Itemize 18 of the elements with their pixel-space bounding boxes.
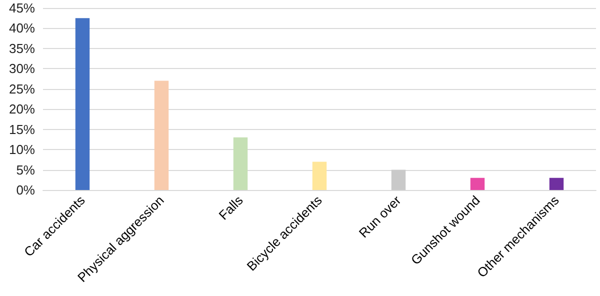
x-tick-label: Run over bbox=[356, 192, 404, 241]
y-tick-label: 20% bbox=[8, 102, 36, 117]
y-tick-label: 15% bbox=[8, 122, 36, 137]
y-tick-label: 10% bbox=[8, 142, 36, 158]
bar bbox=[312, 162, 327, 190]
bar bbox=[549, 178, 564, 190]
bar bbox=[470, 178, 485, 190]
y-tick-label: 25% bbox=[8, 81, 36, 96]
bar bbox=[154, 80, 169, 190]
y-tick-label: 40% bbox=[8, 20, 36, 36]
bar bbox=[75, 18, 90, 190]
y-tick-label: 30% bbox=[8, 61, 36, 76]
bar bbox=[391, 170, 406, 190]
bar bbox=[233, 137, 248, 190]
y-tick-label: 35% bbox=[8, 40, 36, 56]
y-tick-label: 45% bbox=[8, 0, 36, 16]
y-tick-label: 5% bbox=[16, 162, 36, 178]
y-tick-label: 0% bbox=[16, 182, 36, 198]
